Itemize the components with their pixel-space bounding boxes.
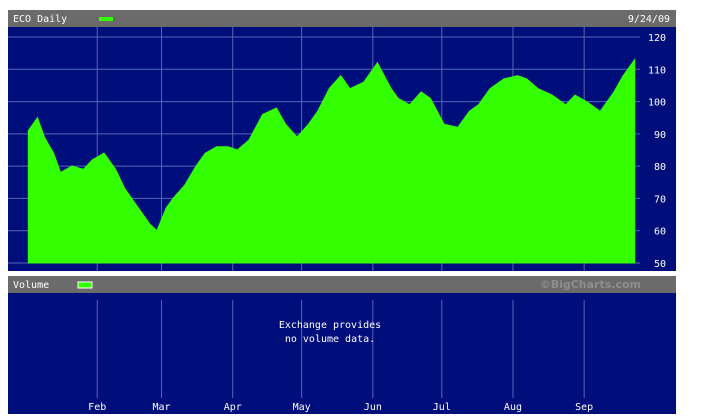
price-axis-labels: 50 60 70 80 90 100 110 120 bbox=[648, 33, 666, 270]
y-tick-label-60: 60 bbox=[654, 227, 666, 238]
x-tick-label-jul: Jul bbox=[433, 402, 451, 413]
chart-date: 9/24/09 bbox=[628, 14, 670, 25]
y-tick-label-110: 110 bbox=[648, 65, 666, 76]
volume-message-line2: no volume data. bbox=[285, 334, 375, 345]
area-series-0 bbox=[27, 58, 636, 264]
y-tick-label-50: 50 bbox=[654, 259, 666, 270]
volume-panel bbox=[8, 293, 676, 414]
volume-legend-swatch bbox=[77, 281, 93, 289]
x-tick-label-apr: Apr bbox=[224, 402, 242, 413]
month-axis-labels: Feb Mar Apr May Jun Jul Aug Sep bbox=[88, 402, 593, 413]
x-tick-label-feb: Feb bbox=[88, 402, 106, 413]
volume-header-bar bbox=[8, 276, 676, 293]
price-series-layer bbox=[27, 58, 636, 264]
x-tick-label-sep: Sep bbox=[575, 402, 593, 413]
volume-grid bbox=[96, 300, 585, 398]
chart-title: ECO Daily bbox=[13, 14, 67, 25]
price-header-bar bbox=[8, 10, 676, 27]
x-tick-label-jun: Jun bbox=[364, 402, 382, 413]
x-tick-label-mar: Mar bbox=[152, 402, 170, 413]
watermark: ©BigCharts.com bbox=[540, 278, 641, 291]
y-tick-label-70: 70 bbox=[654, 194, 666, 205]
y-tick-label-90: 90 bbox=[654, 130, 666, 141]
volume-message-line1: Exchange provides bbox=[279, 320, 381, 331]
y-tick-label-120: 120 bbox=[648, 33, 666, 44]
y-tick-label-100: 100 bbox=[648, 98, 666, 109]
x-tick-label-may: May bbox=[293, 402, 311, 413]
y-tick-label-80: 80 bbox=[654, 162, 666, 173]
x-tick-label-aug: Aug bbox=[504, 402, 522, 413]
volume-title: Volume bbox=[13, 280, 49, 291]
price-legend-swatch bbox=[99, 17, 113, 21]
